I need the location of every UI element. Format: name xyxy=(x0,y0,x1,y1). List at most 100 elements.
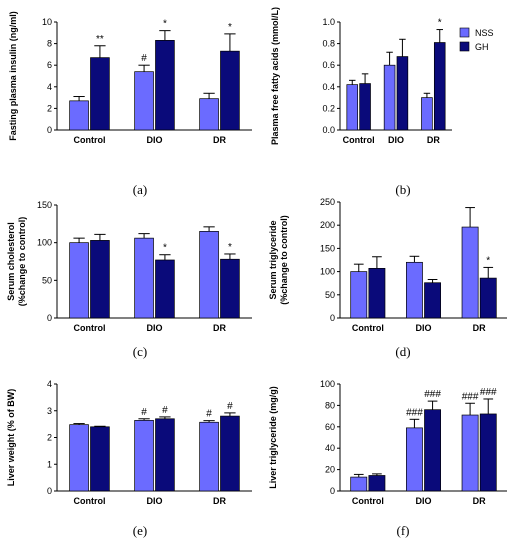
panel-c-bar-nss xyxy=(134,237,154,319)
panel-e-bar-nss xyxy=(69,424,89,492)
panel-a-category-label: Control xyxy=(74,135,106,145)
panel-c-bar-nss xyxy=(69,242,89,319)
panel-a-significance-mark: * xyxy=(228,22,232,33)
panel-f-significance-mark: ### xyxy=(480,387,497,398)
panel-c-significance-mark: * xyxy=(228,242,232,253)
panel-a-ytick-label: 8 xyxy=(47,39,52,49)
panel-d-label: (d) xyxy=(395,344,410,359)
panel-a-category-label: DR xyxy=(213,135,226,145)
panel-f-ytick-label: 0 xyxy=(330,486,335,496)
panel-e-significance-mark: # xyxy=(206,409,212,420)
panel-a-ytick-label: 6 xyxy=(47,60,52,70)
panel-d-ylabel-line2: (%change to control) xyxy=(279,215,289,305)
panel-e-bar-nss xyxy=(199,421,219,492)
panel-f-label: (f) xyxy=(397,523,410,538)
panel-c-ylabel: Serum cholesterol xyxy=(6,222,16,301)
panel-d-bar-gh xyxy=(424,282,441,319)
panel-f-significance-mark: ### xyxy=(406,407,423,418)
panel-f-category-label: Control xyxy=(352,496,384,506)
panel-e-ytick-label: 3 xyxy=(47,406,52,416)
panel-d-bar-nss xyxy=(350,271,368,319)
panel-d-category-label: Control xyxy=(352,323,384,333)
panel-a-significance-mark: * xyxy=(163,19,167,30)
panel-f-ytick-label: 20 xyxy=(325,465,335,475)
panel-a-bar-gh xyxy=(220,50,240,131)
panel-c-bar-gh xyxy=(220,258,240,319)
panel-e-ylabel: Liver weight (% of BW) xyxy=(6,389,16,487)
panel-e-category-label: DIO xyxy=(146,496,162,506)
panel-c-category-label: Control xyxy=(74,323,106,333)
panel-d-ytick-label: 200 xyxy=(320,220,335,230)
panel-d-category-label: DIO xyxy=(415,323,431,333)
panel-f-bar-gh xyxy=(424,409,441,492)
legend-label-gh: GH xyxy=(475,42,489,52)
panel-b-category-label: DIO xyxy=(388,135,404,145)
panel-e-ytick-label: 1 xyxy=(47,459,52,469)
panel-d-ylabel: Serum triglyceride xyxy=(268,220,278,299)
panel-a-significance-mark: # xyxy=(141,53,147,64)
panel-e-ytick-label: 2 xyxy=(47,433,52,443)
legend: NSS GH xyxy=(459,27,494,52)
panel-d-bar-nss xyxy=(406,261,423,319)
legend-swatch-gh xyxy=(459,41,470,52)
panel-f-bar-gh xyxy=(479,413,497,492)
panel-c-category-label: DIO xyxy=(146,323,162,333)
panel-e-bar-gh xyxy=(220,415,240,492)
panel-d-bar-gh xyxy=(479,277,497,319)
panel-a-bar-nss xyxy=(69,100,89,131)
panel-f-ylabel: Liver triglyceride (mg/g) xyxy=(268,386,278,489)
panel-c-label: (c) xyxy=(133,344,147,359)
panel-b-bar-nss xyxy=(421,97,433,131)
panel-e-bar-nss xyxy=(134,420,154,492)
panel-e-bar-gh xyxy=(155,418,175,492)
legend-swatch-nss xyxy=(459,27,470,38)
panel-f-category-label: DIO xyxy=(415,496,431,506)
panel-e-bar-gh xyxy=(90,426,110,492)
panel-f-bar-nss xyxy=(406,427,423,492)
panel-f-significance-mark: ### xyxy=(424,389,441,400)
panel-b-bar-nss xyxy=(383,64,396,131)
panel-b-label: (b) xyxy=(395,182,410,197)
panel-d-bar-gh xyxy=(368,268,386,319)
panel-a-ytick-label: 10 xyxy=(42,17,52,27)
panel-a-label: (a) xyxy=(133,182,147,197)
panel-c-bar-gh xyxy=(90,240,110,319)
panel-a-significance-mark: ** xyxy=(96,34,104,45)
panel-f-ytick-label: 60 xyxy=(325,422,335,432)
panel-f-ytick-label: 80 xyxy=(325,400,335,410)
panel-b-significance-mark: * xyxy=(438,18,442,29)
panel-d-ytick-label: 50 xyxy=(325,290,335,300)
panel-e-label: (e) xyxy=(133,523,147,538)
panel-e-significance-mark: # xyxy=(162,405,168,416)
panel-b-ytick-label: 0.4 xyxy=(322,82,335,92)
panel-a-ylabel: Fasting plasma insulin (ng/ml) xyxy=(8,11,18,141)
panel-d-ytick-label: 150 xyxy=(320,243,335,253)
panel-e-ytick-label: 4 xyxy=(47,379,52,389)
panel-a-bar-gh xyxy=(155,40,175,131)
panel-b-bar-gh xyxy=(396,56,409,131)
panel-b-category-label: DR xyxy=(427,135,440,145)
panel-a-ytick-label: 0 xyxy=(47,125,52,135)
panel-b-bar-nss xyxy=(346,84,359,131)
panel-f-bar-gh xyxy=(368,475,386,492)
panel-e-significance-mark: # xyxy=(227,401,233,412)
panel-d-ytick-label: 250 xyxy=(320,197,335,207)
panel-b-ytick-label: 0.0 xyxy=(322,125,335,135)
panel-a-bar-nss xyxy=(134,71,154,131)
panel-f-category-label: DR xyxy=(473,496,486,506)
panel-e-category-label: Control xyxy=(74,496,106,506)
panel-c-ylabel-line2: (%change to control) xyxy=(17,217,27,307)
panel-f-ytick-label: 100 xyxy=(320,379,335,389)
panel-e-significance-mark: # xyxy=(141,407,147,418)
panel-f-bar-nss xyxy=(350,476,368,492)
panel-c-bar-gh xyxy=(155,259,175,319)
panel-c-ytick-label: 100 xyxy=(37,238,52,248)
panel-d-category-label: DR xyxy=(473,323,486,333)
panel-f-significance-mark: ### xyxy=(462,391,479,402)
panel-d-ytick-label: 0 xyxy=(330,313,335,323)
panel-c-significance-mark: * xyxy=(163,243,167,254)
panel-c-ytick-label: 0 xyxy=(47,313,52,323)
panel-c-category-label: DR xyxy=(213,323,226,333)
panel-b-category-label: Control xyxy=(343,135,375,145)
